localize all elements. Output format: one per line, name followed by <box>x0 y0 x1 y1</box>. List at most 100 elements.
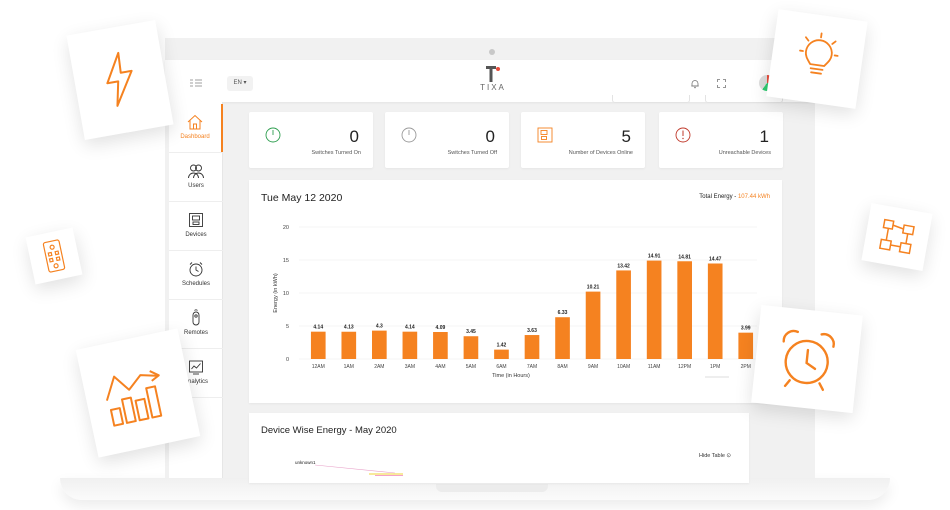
bar-value-label: 1.42 <box>497 343 507 349</box>
bar-value-label: 4.13 <box>344 325 354 331</box>
device-online-icon <box>537 127 553 143</box>
stat-label: Number of Devices Online <box>568 150 633 156</box>
laptop-camera <box>489 49 495 55</box>
energy-bar[interactable] <box>372 330 387 359</box>
clock-icon <box>189 262 203 277</box>
divider <box>169 397 223 398</box>
y-tick-label: 20 <box>283 225 289 231</box>
power-off-icon <box>401 127 417 143</box>
remote-control-card <box>25 227 83 285</box>
energy-bar[interactable] <box>402 331 418 359</box>
bar-value-label: 14.47 <box>709 256 722 262</box>
chevron-down-icon: ⊙ <box>726 453 732 459</box>
stat-value: 0 <box>349 127 359 146</box>
lightbulb-icon <box>799 32 839 75</box>
stat-label: Switches Turned Off <box>447 150 497 156</box>
bar-value-label: 4.14 <box>405 325 415 331</box>
bar-value-label: 4.09 <box>436 325 446 331</box>
x-tick-label: 10AM <box>617 364 630 370</box>
remote-control-icon <box>42 239 66 273</box>
x-tick-label: 4AM <box>435 364 445 370</box>
y-tick-label: 15 <box>283 258 289 264</box>
analytics-chart-card <box>75 328 201 458</box>
sidebar-item-analytics[interactable]: Analytics <box>169 349 223 397</box>
bar-value-label: 14.91 <box>648 254 661 260</box>
x-tick-label: 2AM <box>374 364 384 370</box>
energy-bar[interactable] <box>433 332 448 359</box>
hide-table-button[interactable]: Hide Table ⊙ <box>699 453 731 459</box>
energy-bar[interactable] <box>646 260 662 359</box>
energy-bar[interactable] <box>310 331 326 359</box>
total-energy-value: 107.44 kWh <box>737 194 770 200</box>
stat-card-unreachable-devices: 1 Unreachable Devices <box>659 112 783 168</box>
energy-bar[interactable] <box>707 263 723 359</box>
x-axis-label: Time (in Hours) <box>492 373 530 379</box>
divider <box>169 299 223 300</box>
bar-value-label: 4.3 <box>376 324 383 330</box>
analytics-chart-icon <box>105 370 163 427</box>
energy-bar[interactable] <box>524 335 540 359</box>
x-tick-label: 12AM <box>312 364 325 370</box>
tixa-logo: TIXA <box>476 66 510 96</box>
sidebar-item-users[interactable]: Users <box>169 153 223 201</box>
lightbulb-card <box>766 9 868 109</box>
sidebar-item-label: Dashboard <box>180 134 210 140</box>
energy-bar[interactable] <box>738 332 754 359</box>
energy-bar[interactable] <box>494 349 509 359</box>
x-tick-label: 3AM <box>405 364 415 370</box>
bar-value-label: 13.42 <box>617 263 630 269</box>
sidebar-item-label: Devices <box>185 232 207 238</box>
sidebar-item-devices[interactable]: Devices <box>169 202 223 250</box>
menu-icon[interactable] <box>190 79 202 87</box>
fullscreen-icon[interactable] <box>717 79 726 88</box>
x-tick-label: 1PM <box>710 364 720 370</box>
laptop-notch <box>436 484 548 492</box>
device-wise-energy-card: Device Wise Energy - May 2020 Hide Table… <box>249 413 749 483</box>
device-icon <box>189 213 203 227</box>
energy-bar[interactable] <box>585 291 601 359</box>
users-icon <box>188 164 204 179</box>
x-tick-label: 12PM <box>678 364 691 370</box>
stat-card-switches-off: 0 Switches Turned Off <box>385 112 509 168</box>
sidebar-item-schedules[interactable]: Schedules <box>169 251 223 299</box>
logo-mark-icon <box>486 66 500 82</box>
stat-value: 1 <box>759 127 769 146</box>
analytics-icon <box>189 360 203 375</box>
bar-value-label: 3.63 <box>527 328 537 334</box>
energy-bar[interactable] <box>341 331 357 359</box>
bar-value-label: 3.45 <box>466 329 476 335</box>
energy-bar[interactable] <box>463 336 479 359</box>
sidebar-item-dashboard[interactable]: Dashboard <box>169 104 223 152</box>
energy-bar[interactable] <box>677 261 692 359</box>
divider <box>169 348 223 349</box>
y-axis-label: Energy (in kWh) <box>273 273 279 313</box>
x-tick-label: 8AM <box>557 364 567 370</box>
x-tick-label: 2PM <box>741 364 751 370</box>
x-tick-label: 11AM <box>648 364 661 370</box>
sidebar-item-remotes[interactable]: Remotes <box>169 300 223 348</box>
alarm-clock-icon <box>782 329 835 392</box>
date-picker-button[interactable] <box>612 95 690 103</box>
logo-text: TIXA <box>480 83 506 92</box>
divider <box>169 201 223 202</box>
divider <box>169 152 223 153</box>
stat-value: 5 <box>621 127 631 146</box>
y-tick-label: 5 <box>286 324 289 330</box>
y-tick-label: 10 <box>283 291 289 297</box>
alarm-clock-card <box>751 304 863 414</box>
language-select[interactable]: EN ▾ <box>227 76 253 91</box>
filter-button[interactable] <box>705 95 783 103</box>
notification-bell-icon[interactable] <box>690 79 700 89</box>
divider <box>169 250 223 251</box>
flowchart-card <box>861 203 933 271</box>
energy-bar[interactable] <box>555 317 570 359</box>
sidebar-item-label: Remotes <box>183 330 208 336</box>
series-leader-line <box>315 464 403 476</box>
sidebar-item-label: Analytics <box>183 379 208 385</box>
energy-bar[interactable] <box>616 270 631 359</box>
bar-value-label: 14.81 <box>678 254 691 260</box>
stat-label: Switches Turned On <box>311 150 361 156</box>
series-label: unknown1 <box>295 460 316 465</box>
total-energy: Total Energy - 107.44 kWh <box>699 194 770 200</box>
